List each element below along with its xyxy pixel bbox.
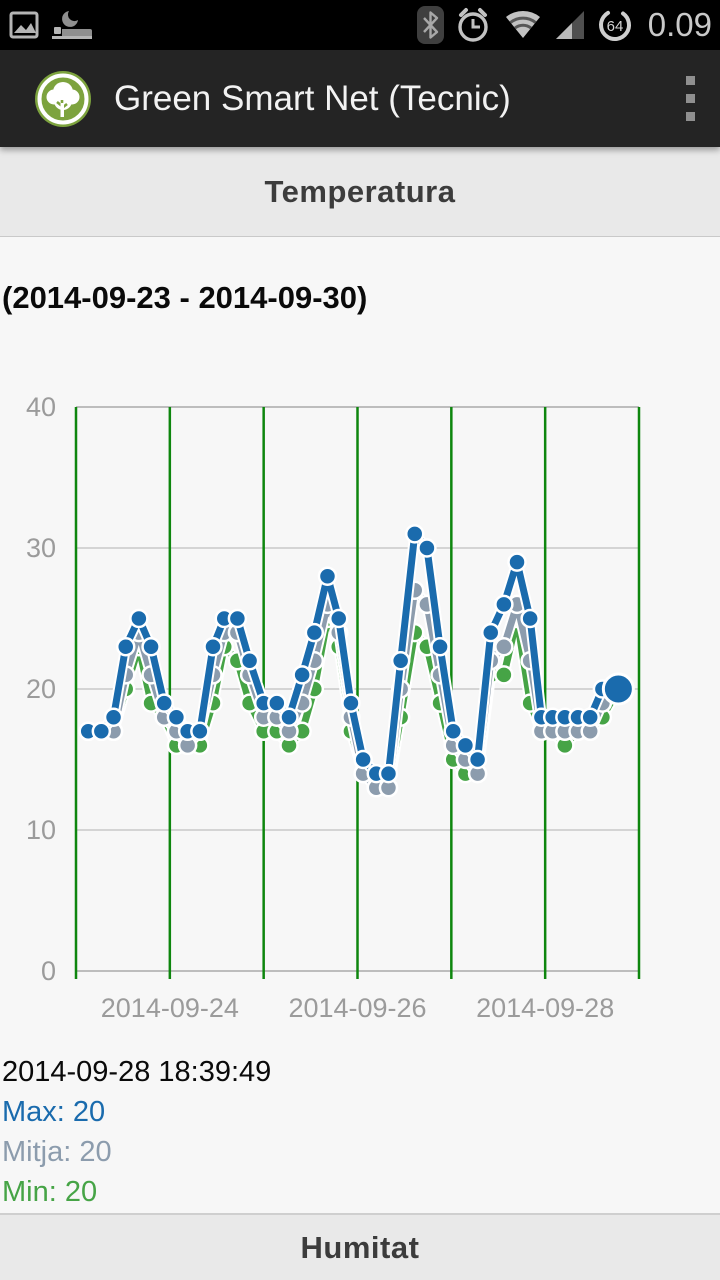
- readout-max: Max: 20: [2, 1096, 106, 1128]
- data-point-max[interactable]: [443, 721, 463, 742]
- overflow-menu-button[interactable]: [660, 50, 720, 147]
- battery-circle-icon: 64: [598, 9, 631, 41]
- data-point-max[interactable]: [154, 693, 174, 713]
- data-point-max[interactable]: [166, 707, 187, 727]
- selected-data-point-max[interactable]: [601, 672, 635, 706]
- battery-level-text: 64: [606, 18, 623, 35]
- bluetooth-icon: [416, 6, 444, 44]
- data-point-max[interactable]: [279, 707, 299, 727]
- data-point-max[interactable]: [129, 608, 149, 629]
- x-tick-label: 2014-09-26: [288, 993, 426, 1023]
- data-point-max[interactable]: [417, 538, 437, 558]
- data-point-max[interactable]: [292, 665, 312, 685]
- signal-icon: [555, 11, 584, 39]
- wifi-icon: [505, 10, 540, 38]
- date-range-title: (2014-09-23 - 2014-09-30): [2, 280, 368, 315]
- y-tick-label-0: 0: [41, 956, 56, 986]
- data-point-max[interactable]: [328, 608, 349, 629]
- data-point-max[interactable]: [141, 636, 161, 657]
- data-point-min[interactable]: [494, 665, 514, 685]
- data-point-mitja[interactable]: [494, 636, 514, 657]
- selected-point-readout: 2014-09-28 18:39:49 Max: 20 Mitja: 20 Mi…: [2, 1052, 271, 1212]
- data-point-max[interactable]: [404, 524, 425, 544]
- sleep-mode-icon: [52, 11, 92, 39]
- data-point-max[interactable]: [227, 608, 248, 629]
- section-title: Humitat: [300, 1229, 420, 1265]
- section-header-temperatura[interactable]: Temperatura: [0, 147, 720, 237]
- data-point-max[interactable]: [430, 636, 450, 657]
- y-tick-label-10: 10: [26, 815, 56, 845]
- readout-timestamp: 2014-09-28 18:39:49: [2, 1056, 272, 1088]
- status-bar: 64 0.09: [0, 0, 720, 50]
- data-point-max[interactable]: [494, 594, 514, 615]
- data-point-max[interactable]: [203, 636, 223, 657]
- y-tick-label-40: 40: [26, 392, 56, 422]
- gallery-icon: [9, 11, 39, 39]
- readout-min: Min: 20: [2, 1176, 98, 1208]
- x-tick-label: 2014-09-24: [101, 993, 239, 1023]
- app-title: Green Smart Net (Tecnic): [114, 78, 511, 118]
- data-point-max[interactable]: [190, 721, 210, 742]
- data-point-max[interactable]: [304, 622, 325, 643]
- data-point-max[interactable]: [480, 622, 501, 643]
- data-point-max[interactable]: [520, 608, 540, 629]
- data-point-max[interactable]: [378, 763, 399, 784]
- y-tick-label-20: 20: [26, 674, 56, 704]
- data-point-max[interactable]: [239, 651, 260, 671]
- app-bar: Green Smart Net (Tecnic): [0, 50, 720, 147]
- data-point-max[interactable]: [103, 707, 124, 727]
- alarm-icon: [458, 8, 488, 42]
- section-header-humitat[interactable]: Humitat: [0, 1213, 720, 1280]
- data-point-max[interactable]: [317, 566, 338, 586]
- data-point-max[interactable]: [115, 636, 136, 657]
- y-tick-label-30: 30: [26, 533, 56, 563]
- temperature-chart[interactable]: 0 10 20 30 40 2014-09-24 2014-09-26 2014-09-28: [0, 385, 720, 1045]
- data-point-max[interactable]: [341, 693, 361, 713]
- data-point-max[interactable]: [353, 749, 373, 770]
- data-point-max[interactable]: [267, 693, 287, 713]
- readout-mitja: Mitja: 20: [2, 1136, 112, 1168]
- data-point-max[interactable]: [580, 707, 600, 727]
- app-logo-tree-icon: [35, 70, 91, 127]
- data-point-max[interactable]: [507, 552, 527, 572]
- data-point-max[interactable]: [91, 721, 112, 742]
- status-time: 0.09: [647, 6, 712, 43]
- x-tick-label: 2014-09-28: [476, 993, 614, 1023]
- data-point-max[interactable]: [467, 749, 488, 770]
- section-title: Temperatura: [264, 173, 456, 209]
- data-point-max[interactable]: [455, 735, 476, 756]
- data-point-max[interactable]: [390, 651, 411, 671]
